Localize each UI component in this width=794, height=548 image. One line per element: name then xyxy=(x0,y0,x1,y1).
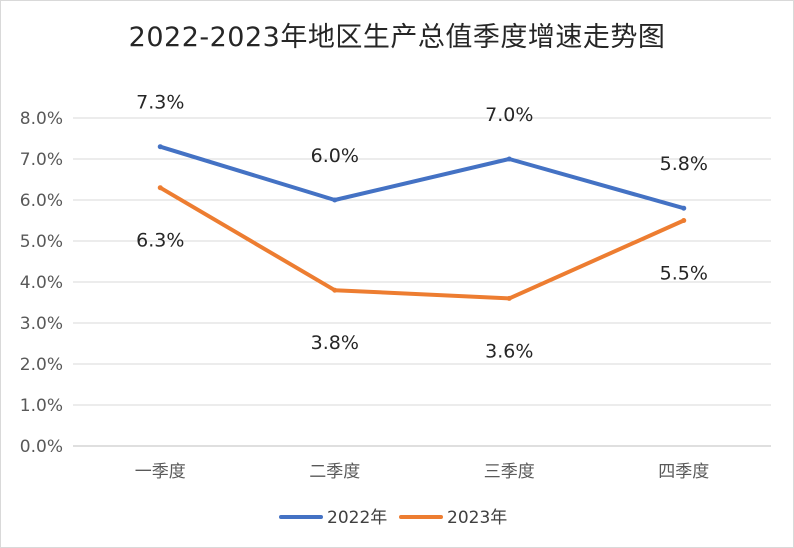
y-tick-label: 3.0% xyxy=(20,314,63,334)
y-tick-label: 5.0% xyxy=(20,232,63,252)
data-point xyxy=(506,156,512,162)
data-point xyxy=(681,205,687,211)
chart-title: 2022-2023年地区生产总值季度增速走势图 xyxy=(128,22,666,53)
data-point xyxy=(681,218,687,223)
data-label: 7.0% xyxy=(485,104,533,126)
data-label: 3.8% xyxy=(311,332,359,354)
data-point xyxy=(332,287,338,293)
series-line-1 xyxy=(158,144,686,211)
x-tick-label: 四季度 xyxy=(658,462,709,482)
y-tick-label: 0.0% xyxy=(20,437,63,457)
data-label: 3.6% xyxy=(485,340,533,362)
data-label: 5.8% xyxy=(660,153,708,175)
data-label: 6.3% xyxy=(136,230,184,252)
y-tick-label: 2.0% xyxy=(20,355,63,375)
x-tick-label: 一季度 xyxy=(135,462,186,482)
data-point xyxy=(332,197,338,203)
data-label: 6.0% xyxy=(311,145,359,167)
data-point xyxy=(157,185,163,191)
series-line-2 xyxy=(158,185,686,301)
data-label: 5.5% xyxy=(660,263,708,285)
y-tick-label: 4.0% xyxy=(20,273,63,293)
legend-label: 2023年 xyxy=(447,508,507,528)
data-label: 7.3% xyxy=(136,92,184,114)
data-point xyxy=(506,295,512,301)
legend-label: 2022年 xyxy=(327,508,387,528)
y-tick-label: 8.0% xyxy=(20,109,63,129)
data-point xyxy=(157,144,163,150)
y-tick-label: 6.0% xyxy=(20,191,63,211)
y-tick-label: 1.0% xyxy=(20,396,63,416)
x-tick-label: 二季度 xyxy=(309,462,360,482)
y-tick-label: 7.0% xyxy=(20,150,63,170)
x-tick-label: 三季度 xyxy=(484,462,535,482)
